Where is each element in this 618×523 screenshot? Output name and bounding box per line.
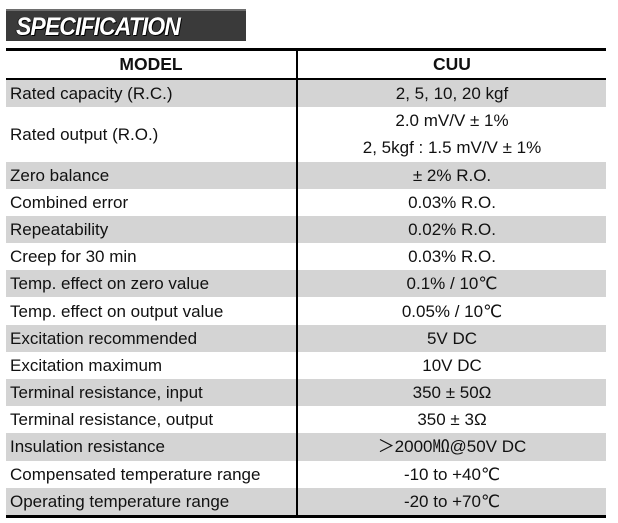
parameter-cell: Temp. effect on zero value (6, 270, 298, 298)
value-cell: 0.05% / 10℃ (297, 297, 606, 324)
table-row: Terminal resistance, input 350 ± 50Ω (6, 379, 606, 407)
parameter-cell: Terminal resistance, input (6, 379, 298, 407)
value-text: 0.02% R.O. (408, 219, 496, 239)
parameter-cell: Excitation recommended (6, 324, 298, 352)
table-row: Temp. effect on output value 0.05% / 10℃ (6, 297, 606, 325)
value-text: 2.0 mV/V ± 1% (395, 111, 509, 131)
table-row: Excitation recommended 5V DC (6, 324, 606, 352)
value-cell: 350 ± 3Ω (297, 406, 606, 433)
parameter-cell: Operating temperature range (6, 487, 298, 518)
value-text: 350 ± 50Ω (412, 383, 492, 403)
value-text: -10 to +40℃ (403, 464, 501, 484)
value-text: 5V DC (426, 328, 478, 348)
value-cell: 0.03% R.O. (297, 243, 606, 270)
value-cell: 2, 5, 10, 20 kgf (297, 79, 606, 107)
parameter-cell: Temp. effect on output value (6, 297, 298, 325)
value-text: 350 ± 3Ω (417, 410, 487, 430)
value-cell: 0.02% R.O. (297, 215, 606, 244)
parameter-cell: Rated capacity (R.C.) (6, 79, 298, 107)
value-text: 0.05% / 10℃ (401, 301, 503, 321)
value-text: -20 to +70℃ (403, 491, 501, 511)
table-row: Excitation maximum 10V DC (6, 351, 606, 379)
table-row: Compensated temperature range -10 to +40℃ (6, 460, 606, 488)
table-row: Operating temperature range -20 to +70℃ (6, 487, 606, 518)
spec-table-body: Rated capacity (R.C.) 2, 5, 10, 20 kgf Rat… (6, 79, 606, 518)
value-cell: 2.0 mV/V ± 1% 2, 5kgf : 1.5 mV/V ± 1% (297, 107, 606, 162)
parameter-cell: Terminal resistance, output (6, 406, 298, 434)
parameter-cell: Combined error (6, 188, 298, 216)
value-cell: 350 ± 50Ω (297, 379, 606, 407)
table-row: Rated output (R.O.) 2.0 mV/V ± 1% 2, 5kgf … (6, 107, 606, 162)
value-text: 0.03% R.O. (408, 247, 496, 267)
value-cell: 0.1% / 10℃ (297, 270, 606, 298)
value-cell: -20 to +70℃ (297, 487, 606, 518)
value-text: ＞2000㏁@50V DC (377, 437, 527, 457)
value-cell: 10V DC (297, 352, 606, 379)
parameter-cell: Creep for 30 min (6, 243, 298, 271)
table-row: Temp. effect on zero value 0.1% / 10℃ (6, 270, 606, 298)
section-title: SPECIFICATION (16, 13, 181, 41)
table-header-row: MODEL CUU (6, 48, 606, 80)
value-cell: 0.03% R.O. (297, 189, 606, 216)
value-text: ± 2% R.O. (412, 165, 492, 185)
value-text: 10V DC (422, 355, 482, 375)
column-header-cuu: CUU (297, 48, 606, 80)
parameter-cell: Excitation maximum (6, 351, 298, 379)
table-row: Repeatability 0.02% R.O. (6, 215, 606, 244)
table-row: Zero balance ± 2% R.O. (6, 161, 606, 189)
parameter-cell: Compensated temperature range (6, 460, 298, 488)
column-header-model: MODEL (6, 48, 298, 80)
parameter-cell: Insulation resistance (6, 433, 298, 461)
table-row: Rated capacity (R.C.) 2, 5, 10, 20 kgf (6, 79, 606, 107)
parameter-cell: Rated output (R.O.) (6, 107, 298, 162)
value-cell: ＞2000㏁@50V DC (297, 433, 606, 461)
parameter-cell: Repeatability (6, 215, 298, 244)
spec-table: MODEL CUU Rated capacity (R.C.) 2, 5, 10,… (6, 48, 606, 518)
value-cell: ± 2% R.O. (297, 161, 606, 189)
table-row: Creep for 30 min 0.03% R.O. (6, 243, 606, 271)
table-row: Insulation resistance ＞2000㏁@50V DC (6, 433, 606, 461)
section-banner: SPECIFICATION (6, 9, 246, 41)
value-cell: 5V DC (297, 324, 606, 352)
table-row: Combined error 0.03% R.O. (6, 188, 606, 216)
value-text: 0.1% / 10℃ (406, 274, 498, 294)
value-cell: -10 to +40℃ (297, 461, 606, 488)
table-row: Terminal resistance, output 350 ± 3Ω (6, 406, 606, 434)
value-text: 2, 5, 10, 20 kgf (395, 84, 509, 103)
value-text: 2, 5kgf : 1.5 mV/V ± 1% (362, 138, 542, 158)
parameter-cell: Zero balance (6, 161, 298, 189)
value-text: 0.03% R.O. (408, 192, 496, 212)
